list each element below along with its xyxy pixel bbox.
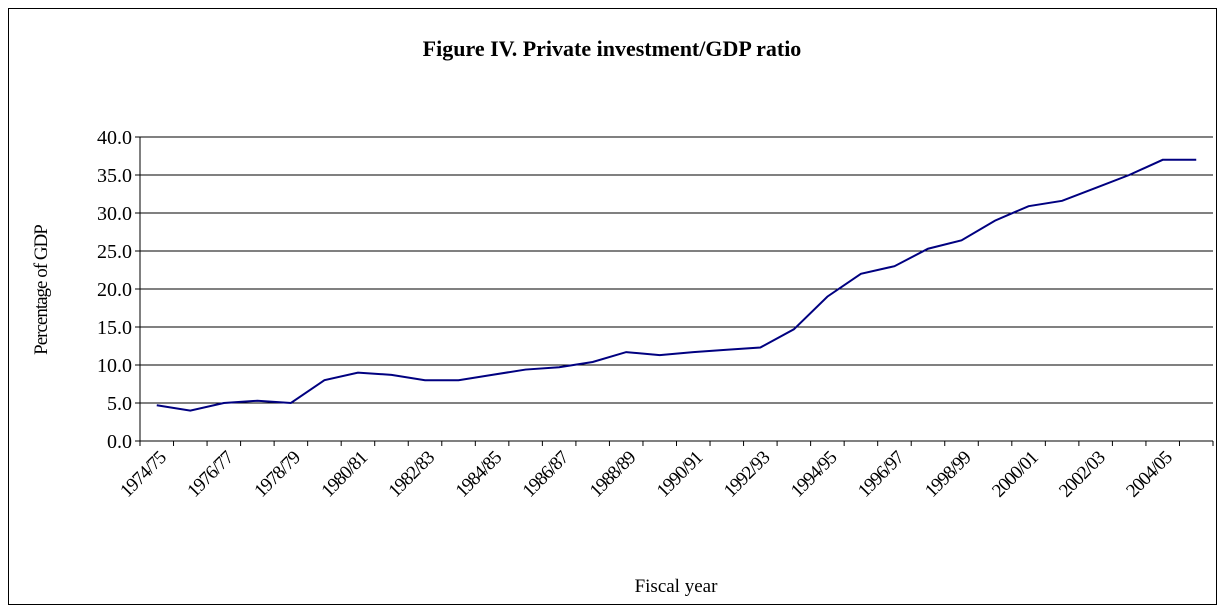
y-tick-label: 15.0 bbox=[97, 317, 132, 339]
data-line bbox=[156, 158, 1197, 412]
y-tick-label: 25.0 bbox=[97, 241, 132, 263]
y-axis-label: Percentage of GDP bbox=[31, 225, 52, 355]
y-tick-label: 10.0 bbox=[97, 355, 132, 377]
y-tick-label: 30.0 bbox=[97, 203, 132, 225]
chart-title: Figure IV. Private investment/GDP ratio bbox=[423, 36, 802, 61]
y-tick-label: 20.0 bbox=[97, 279, 132, 301]
x-axis-label: Fiscal year bbox=[635, 576, 719, 597]
y-tick-label: 35.0 bbox=[97, 165, 132, 187]
y-tick-label: 40.0 bbox=[97, 127, 132, 149]
chart-border bbox=[8, 8, 1217, 605]
y-tick-label: 0.0 bbox=[107, 431, 132, 453]
y-tick-label: 5.0 bbox=[107, 393, 132, 415]
